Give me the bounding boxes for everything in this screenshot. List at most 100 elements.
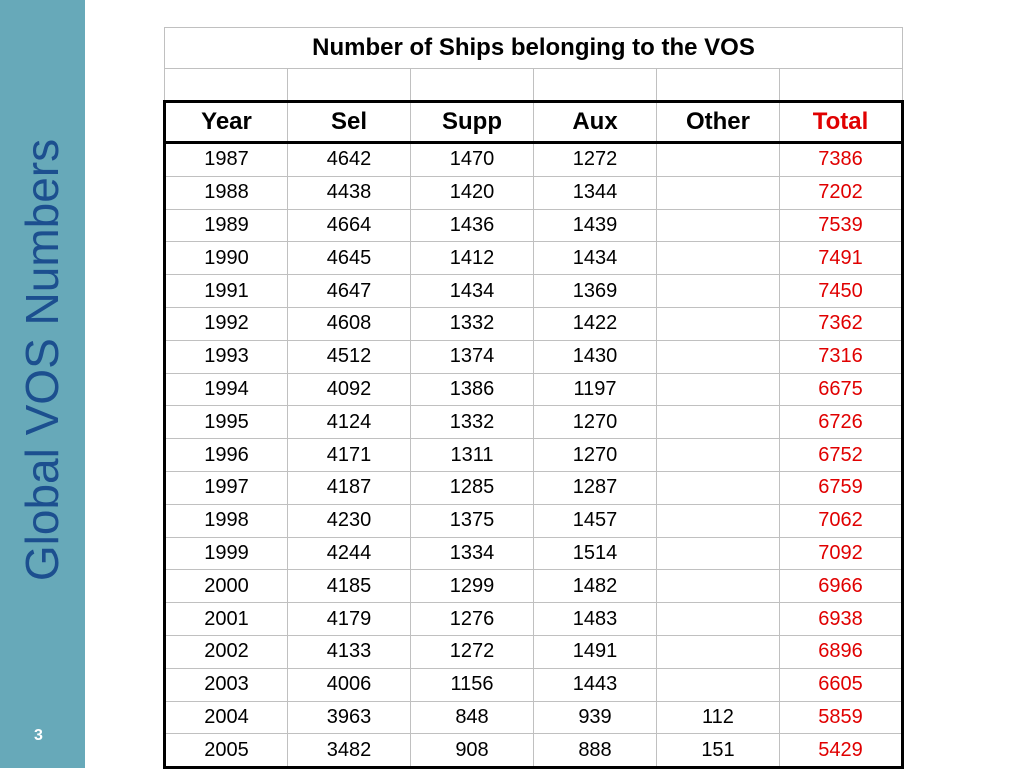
cell: 1436 [410, 208, 534, 243]
cell: 1443 [533, 667, 657, 702]
cell [656, 569, 780, 604]
cell: 4179 [287, 602, 411, 636]
cell: 1457 [533, 503, 657, 538]
blank-row [164, 68, 903, 102]
cell: 1483 [533, 602, 657, 636]
table-title: Number of Ships belonging to the VOS [164, 27, 903, 69]
cell: 1270 [533, 438, 657, 472]
cell: 1434 [533, 241, 657, 276]
cell [656, 602, 780, 636]
cell: 1996 [163, 438, 288, 472]
cell: 2004 [163, 700, 288, 735]
cell: 1470 [410, 142, 534, 177]
data-row: 1998 4230 1375 1457 7062 [163, 503, 904, 538]
cell: 1270 [533, 405, 657, 440]
cell: 6605 [779, 667, 904, 702]
cell: 1422 [533, 306, 657, 341]
cell: 1299 [410, 569, 534, 604]
cell: 1332 [410, 405, 534, 440]
cell [656, 142, 780, 177]
cell [656, 372, 780, 407]
cell: 6726 [779, 405, 904, 440]
cell: 1412 [410, 241, 534, 276]
cell: 6675 [779, 372, 904, 407]
cell: 1156 [410, 667, 534, 702]
column-header: Other [656, 100, 780, 144]
blank-cell [287, 68, 411, 102]
title-row: Number of Ships belonging to the VOS [164, 27, 903, 69]
cell: 5429 [779, 733, 904, 769]
column-header: Supp [410, 100, 534, 144]
cell: 1482 [533, 569, 657, 604]
cell [656, 470, 780, 505]
slide-title: Global VOS Numbers [16, 138, 68, 582]
cell [656, 339, 780, 374]
data-table: Number of Ships belonging to the VOS Year… [163, 27, 904, 769]
cell: 7539 [779, 208, 904, 243]
cell: 1374 [410, 339, 534, 374]
cell: 1420 [410, 175, 534, 210]
data-row: 1999 4244 1334 1514 7092 [163, 536, 904, 571]
cell: 7316 [779, 339, 904, 374]
cell: 1272 [533, 142, 657, 177]
cell: 4171 [287, 438, 411, 472]
cell [656, 405, 780, 440]
cell: 1197 [533, 372, 657, 407]
cell: 7450 [779, 274, 904, 308]
data-row: 1989 4664 1436 1439 7539 [163, 208, 904, 243]
cell: 1990 [163, 241, 288, 276]
cell: 1287 [533, 470, 657, 505]
data-row: 1990 4645 1412 1434 7491 [163, 241, 904, 276]
cell: 4092 [287, 372, 411, 407]
cell: 5859 [779, 700, 904, 735]
cell: 4608 [287, 306, 411, 341]
cell: 6896 [779, 634, 904, 669]
cell: 112 [656, 700, 780, 735]
cell: 888 [533, 733, 657, 769]
cell [656, 241, 780, 276]
cell: 6759 [779, 470, 904, 505]
cell: 7092 [779, 536, 904, 571]
cell: 4438 [287, 175, 411, 210]
blank-cell [164, 68, 288, 102]
cell: 6752 [779, 438, 904, 472]
cell: 1514 [533, 536, 657, 571]
cell: 2003 [163, 667, 288, 702]
column-header: Total [779, 100, 904, 144]
cell [656, 536, 780, 571]
cell: 6966 [779, 569, 904, 604]
cell: 1988 [163, 175, 288, 210]
cell: 4230 [287, 503, 411, 538]
cell: 1430 [533, 339, 657, 374]
cell: 4006 [287, 667, 411, 702]
cell: 1987 [163, 142, 288, 177]
page-number: 3 [34, 727, 43, 744]
cell [656, 306, 780, 341]
cell: 4185 [287, 569, 411, 604]
cell: 4133 [287, 634, 411, 669]
cell: 1995 [163, 405, 288, 440]
blank-cell [779, 68, 903, 102]
column-header: Aux [533, 100, 657, 144]
cell [656, 503, 780, 538]
cell: 4187 [287, 470, 411, 505]
cell: 2005 [163, 733, 288, 769]
cell: 1386 [410, 372, 534, 407]
cell: 1993 [163, 339, 288, 374]
cell: 1276 [410, 602, 534, 636]
cell: 1989 [163, 208, 288, 243]
blank-cell [656, 68, 780, 102]
data-row: 2000 4185 1299 1482 6966 [163, 569, 904, 604]
cell: 1344 [533, 175, 657, 210]
cell: 908 [410, 733, 534, 769]
cell: 1369 [533, 274, 657, 308]
cell: 3482 [287, 733, 411, 769]
cell: 7062 [779, 503, 904, 538]
cell: 6938 [779, 602, 904, 636]
cell: 7202 [779, 175, 904, 210]
cell: 1311 [410, 438, 534, 472]
data-row: 2003 4006 1156 1443 6605 [163, 667, 904, 702]
cell: 1491 [533, 634, 657, 669]
cell: 7362 [779, 306, 904, 341]
